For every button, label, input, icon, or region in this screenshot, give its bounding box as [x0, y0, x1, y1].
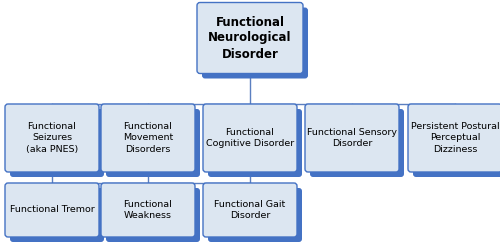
FancyBboxPatch shape	[203, 183, 297, 237]
FancyBboxPatch shape	[305, 104, 399, 172]
FancyBboxPatch shape	[10, 188, 104, 242]
Text: Functional Tremor: Functional Tremor	[10, 205, 94, 215]
Text: Functional Gait
Disorder: Functional Gait Disorder	[214, 200, 286, 220]
Text: Functional
Movement
Disorders: Functional Movement Disorders	[123, 123, 173, 154]
FancyBboxPatch shape	[106, 109, 200, 177]
FancyBboxPatch shape	[310, 109, 404, 177]
Text: Persistent Postural
Perceptual
Dizziness: Persistent Postural Perceptual Dizziness	[410, 123, 500, 154]
FancyBboxPatch shape	[408, 104, 500, 172]
FancyBboxPatch shape	[208, 109, 302, 177]
FancyBboxPatch shape	[5, 183, 99, 237]
Text: Functional Sensory
Disorder: Functional Sensory Disorder	[307, 128, 397, 148]
Text: Functional
Seizures
(aka PNES): Functional Seizures (aka PNES)	[26, 123, 78, 154]
FancyBboxPatch shape	[106, 188, 200, 242]
FancyBboxPatch shape	[10, 109, 104, 177]
FancyBboxPatch shape	[202, 7, 308, 78]
FancyBboxPatch shape	[203, 104, 297, 172]
Text: Functional
Weakness: Functional Weakness	[124, 200, 172, 220]
FancyBboxPatch shape	[101, 183, 195, 237]
FancyBboxPatch shape	[197, 2, 303, 74]
Text: Functional
Cognitive Disorder: Functional Cognitive Disorder	[206, 128, 294, 148]
FancyBboxPatch shape	[5, 104, 99, 172]
FancyBboxPatch shape	[413, 109, 500, 177]
FancyBboxPatch shape	[101, 104, 195, 172]
FancyBboxPatch shape	[208, 188, 302, 242]
Text: Functional
Neurological
Disorder: Functional Neurological Disorder	[208, 15, 292, 61]
